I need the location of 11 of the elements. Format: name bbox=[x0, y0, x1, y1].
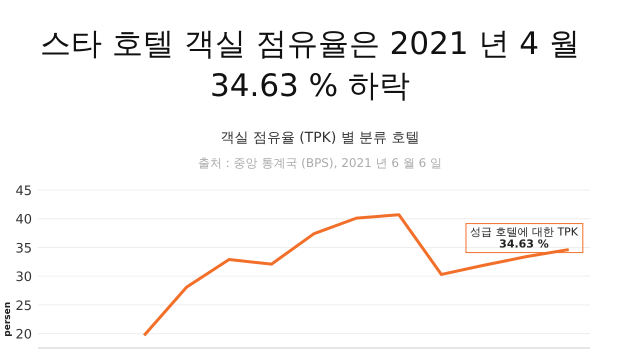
y-tick-label: 25 bbox=[15, 298, 32, 314]
source-note: 출처 : 중앙 통계국 (BPS), 2021 년 6 월 6 일 bbox=[198, 156, 442, 170]
chart-title: 스타 호텔 객실 점유율은 2021 년 4 월 34.63 % 하락 bbox=[40, 26, 580, 104]
y-tick-label: 35 bbox=[15, 241, 32, 256]
annotation: 성급 호텔에 대한 TPK 34.63 % bbox=[470, 226, 579, 251]
y-tick-label: 30 bbox=[15, 270, 32, 286]
chart-subtitle: 객실 점유율 (TPK) 별 분류 호텔 bbox=[220, 130, 420, 146]
y-tick-label: 40 bbox=[15, 212, 32, 228]
y-tick-label: 20 bbox=[15, 328, 32, 343]
y-axis-title: persen bbox=[3, 302, 13, 337]
y-tick-label: 45 bbox=[15, 184, 32, 199]
